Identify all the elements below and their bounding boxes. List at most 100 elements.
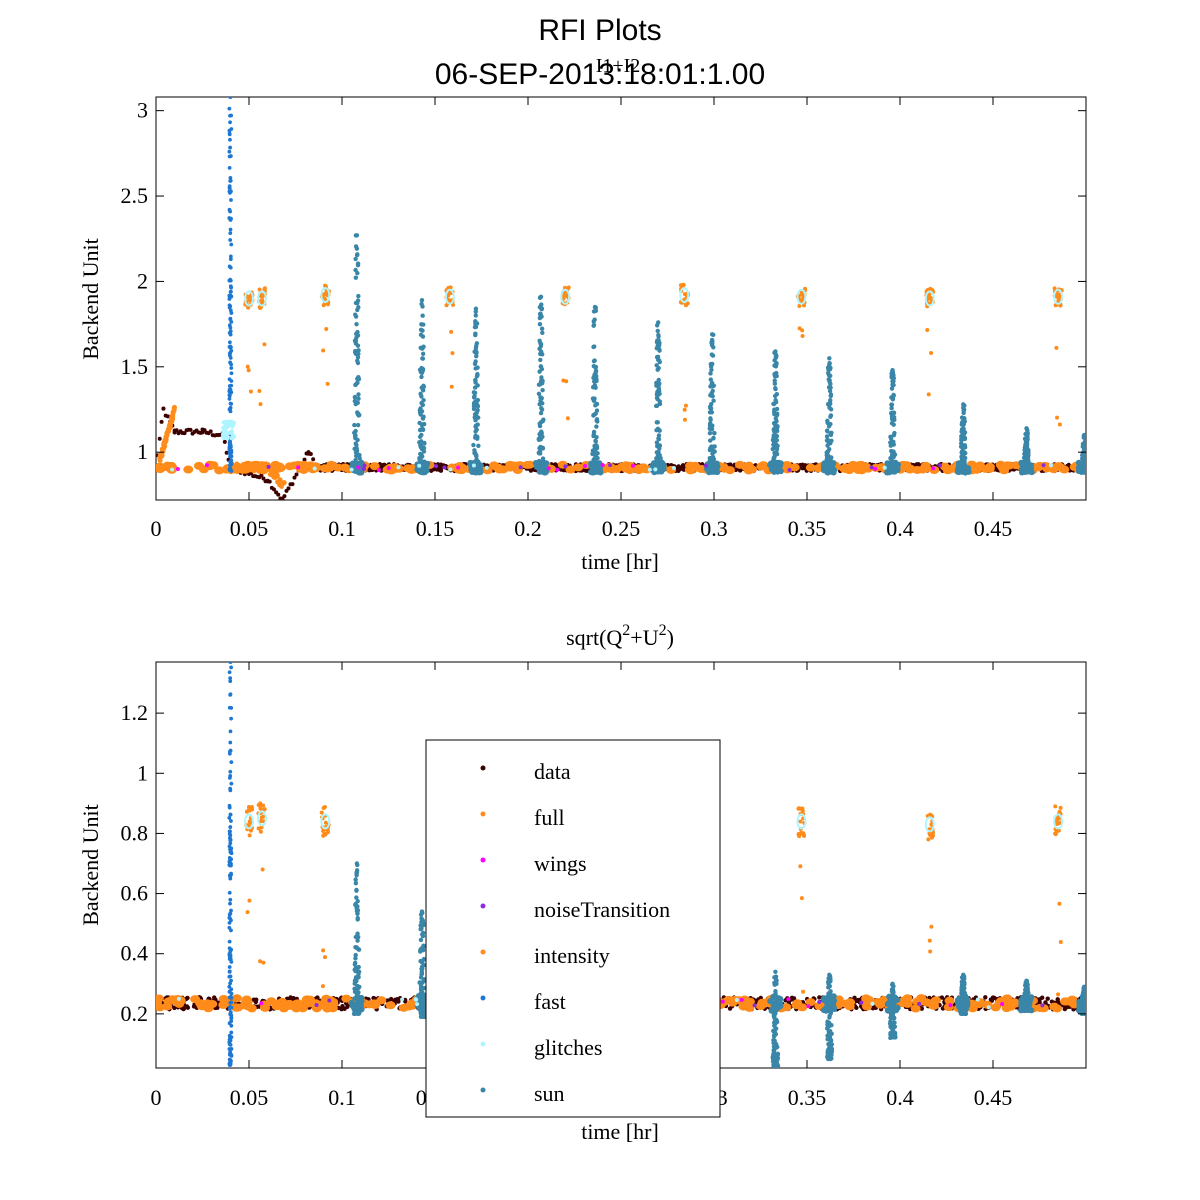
sun-point — [594, 424, 599, 429]
intensity-point — [861, 994, 872, 1003]
data-point — [1040, 995, 1045, 1000]
sun-point — [828, 397, 833, 403]
glitch-point — [244, 290, 254, 307]
full-point — [682, 297, 687, 302]
glitch-point — [560, 288, 571, 305]
full-point — [168, 415, 174, 421]
full-point — [926, 392, 931, 397]
sun-point — [474, 353, 479, 359]
intensity-point — [1060, 997, 1071, 1006]
sun-point — [470, 466, 477, 473]
sun-point — [771, 454, 777, 460]
sun-point — [355, 329, 360, 335]
sun-point — [657, 446, 662, 451]
fast-point — [229, 379, 234, 383]
fast-point — [229, 390, 234, 395]
sun-point — [1082, 440, 1086, 445]
fast-point — [229, 127, 234, 131]
intensity-point — [403, 1002, 414, 1011]
fast-point — [229, 311, 234, 315]
fast-point — [228, 356, 233, 360]
intensity-point — [156, 463, 165, 472]
x-tick-label: 0.2 — [514, 516, 542, 541]
sun-point — [707, 404, 713, 409]
sun-point — [473, 429, 478, 434]
intensity-point — [910, 1004, 921, 1013]
sun-point — [890, 396, 896, 401]
fast-point — [227, 149, 232, 154]
sun-point — [538, 464, 545, 471]
sun-point — [774, 406, 780, 412]
full-point — [272, 472, 278, 478]
sun-point — [828, 414, 833, 419]
glitch-point — [222, 426, 227, 431]
data-point — [342, 1006, 347, 1012]
flag-point — [356, 465, 361, 470]
sun-point — [654, 427, 659, 433]
data-point — [286, 486, 291, 491]
sun-point — [355, 355, 361, 360]
sun-point — [657, 359, 662, 365]
sun-point — [655, 420, 660, 425]
panel-1-axes: 0 0.05 0.1 0.15 0.2 0.25 0.3 0.35 0.4 0.4511.522.… — [121, 97, 1086, 541]
sun-point — [890, 379, 896, 384]
full-point — [246, 368, 251, 373]
sun-point — [772, 433, 778, 438]
sun-point — [419, 394, 424, 399]
data-point — [737, 468, 743, 473]
panel-1-title: I1+I2 — [596, 55, 641, 77]
sun-point — [960, 451, 966, 456]
flag-point — [555, 467, 560, 472]
sun-point — [353, 256, 358, 262]
sun-point — [1080, 455, 1085, 461]
sun-point — [418, 444, 423, 450]
sun-peak-point — [890, 368, 895, 373]
full-point — [245, 364, 250, 369]
full-point — [170, 409, 176, 415]
intensity-point — [942, 466, 953, 475]
data-point — [315, 995, 320, 1000]
fast-point — [227, 323, 232, 328]
flag-point — [703, 463, 708, 468]
intensity-point — [492, 463, 503, 472]
sun-point — [540, 434, 545, 439]
sun-point — [473, 345, 479, 351]
flag-point — [583, 464, 588, 469]
sun-point — [827, 388, 833, 394]
sun-point — [891, 432, 897, 438]
full-point — [450, 351, 455, 356]
sun-point — [960, 455, 965, 460]
data-point — [789, 996, 795, 1001]
sun-point — [474, 349, 479, 355]
flag-point — [448, 467, 453, 472]
sun-point — [657, 401, 663, 407]
sun-point — [355, 400, 360, 406]
data-point — [188, 427, 193, 432]
data-point — [528, 468, 534, 473]
data-point — [157, 436, 162, 441]
sun-point — [353, 267, 358, 273]
data-point — [676, 464, 681, 469]
sun-point — [355, 333, 361, 338]
full-point — [449, 329, 454, 334]
sun-point — [889, 371, 894, 376]
sun-point — [356, 452, 361, 458]
sun-point — [422, 440, 427, 446]
sun-point — [533, 463, 540, 470]
sun-point — [352, 446, 357, 451]
sun-point — [712, 430, 717, 436]
data-point — [212, 995, 217, 1000]
sun-point — [420, 416, 426, 421]
intensity-point — [231, 1003, 242, 1012]
sun-point — [1086, 460, 1092, 466]
sun-point — [597, 469, 604, 476]
x-tick-label: 0.45 — [974, 516, 1013, 541]
sun-point — [891, 410, 897, 415]
sun-point — [711, 463, 718, 470]
sun-point — [772, 363, 777, 368]
intensity-point — [1053, 462, 1064, 471]
data-point — [308, 451, 313, 456]
sun-point — [539, 314, 544, 319]
data-point — [983, 995, 988, 1000]
sun-point — [1022, 444, 1028, 449]
